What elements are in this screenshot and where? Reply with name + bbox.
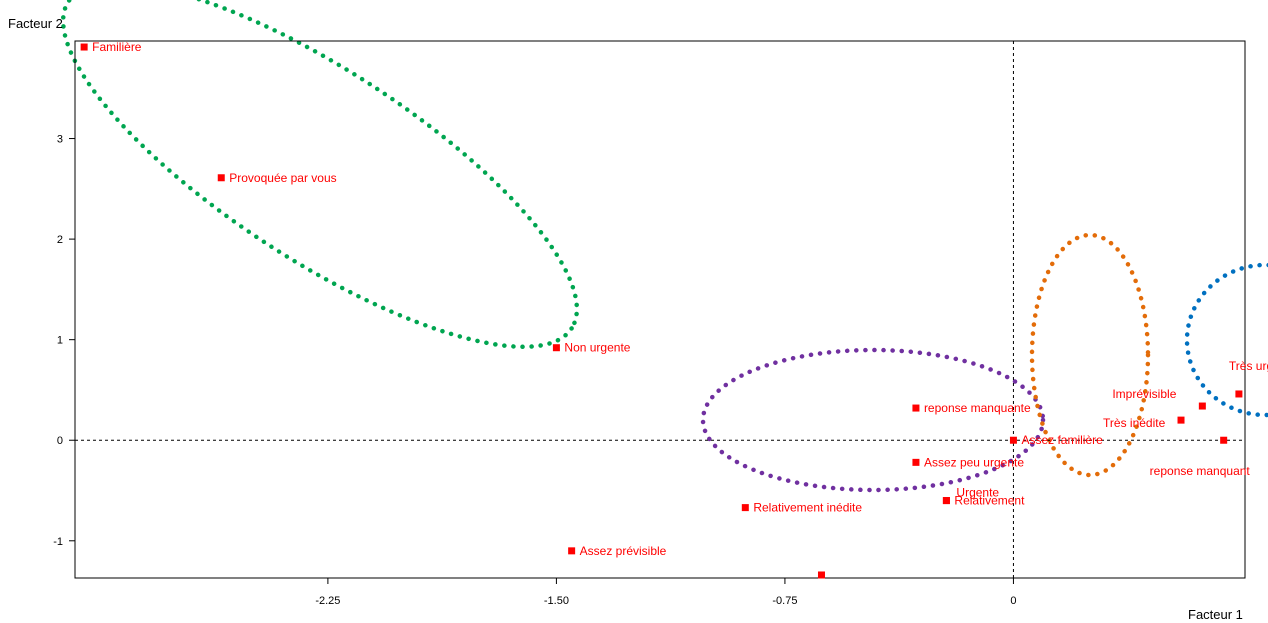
data-point <box>817 571 825 579</box>
axis-ticks: -2.25 -1.50 -0.75 0 -1 0 1 2 3 <box>53 134 1016 607</box>
x-tick-label: -2.25 <box>315 595 340 607</box>
y-axis-title: Facteur 2 <box>8 16 63 31</box>
cluster-ellipse-2 <box>700 347 1046 493</box>
point-label: Non urgente <box>564 341 630 355</box>
point-label: Assez prévisible <box>580 544 667 558</box>
x-axis-title: Facteur 1 <box>1188 607 1243 622</box>
data-point <box>912 458 920 466</box>
point-label: Très inédite <box>1103 416 1166 430</box>
point-label: Imprévisible <box>1112 387 1176 401</box>
data-point <box>741 504 749 512</box>
y-tick-label: 1 <box>57 335 63 347</box>
data-point <box>1235 390 1243 398</box>
point-label: reponse manquant <box>1150 464 1251 478</box>
data-point <box>1198 402 1206 410</box>
data-point <box>552 344 560 352</box>
cluster-ellipse-1 <box>60 0 580 350</box>
data-point <box>1009 436 1017 444</box>
data-point <box>568 547 576 555</box>
cluster-ellipses <box>60 0 1268 493</box>
cluster-ellipse-4 <box>1184 262 1268 418</box>
point-label: Très urgente <box>1229 359 1268 373</box>
data-point <box>80 43 88 51</box>
point-label: Relativement inédite <box>753 501 862 515</box>
data-points: Familière Provoquée par vous Non urgente re… <box>80 40 1268 579</box>
y-tick-label: 3 <box>57 134 63 146</box>
point-label: Assez familière <box>1021 433 1103 447</box>
y-tick-label: -1 <box>53 536 63 548</box>
data-point <box>1220 436 1228 444</box>
cluster-ellipse-3 <box>1029 232 1151 478</box>
plot-frame <box>74 40 1246 579</box>
x-tick-label: -0.75 <box>772 595 797 607</box>
data-point <box>217 174 225 182</box>
point-label: Assez peu urgente <box>924 455 1024 469</box>
point-label: Provoquée par vous <box>229 171 336 185</box>
point-label: Relativement <box>954 494 1025 508</box>
data-point <box>1177 416 1185 424</box>
x-tick-label: 0 <box>1010 595 1016 607</box>
y-tick-label: 0 <box>57 435 63 447</box>
y-tick-label: 2 <box>57 234 63 246</box>
point-label: Familière <box>92 40 142 54</box>
data-point <box>912 404 920 412</box>
x-tick-label: -1.50 <box>544 595 569 607</box>
point-label: Urgente <box>956 486 999 500</box>
data-point <box>942 497 950 505</box>
point-label: reponse manquante <box>924 401 1031 415</box>
